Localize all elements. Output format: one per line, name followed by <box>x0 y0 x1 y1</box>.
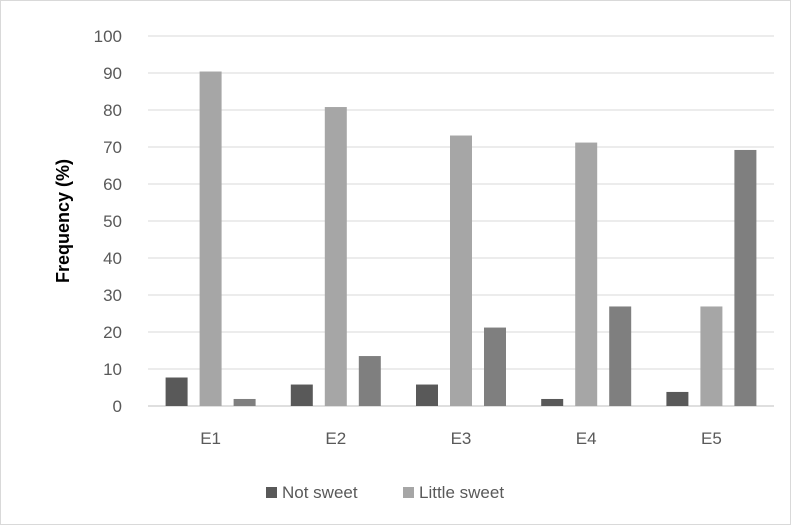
bar-e1-series-2 <box>199 71 222 407</box>
y-axis-title: Frequency (%) <box>53 159 73 283</box>
x-tick-label: E4 <box>576 429 597 448</box>
y-tick-label: 30 <box>103 286 122 305</box>
legend-swatch <box>266 487 277 498</box>
y-axis-tick-labels: 0 10 20 30 40 50 60 70 80 90 100 <box>94 27 122 416</box>
legend: Not sweet Little sweet <box>266 483 504 502</box>
bar-e1-series-1 <box>165 377 188 406</box>
y-tick-label: 70 <box>103 138 122 157</box>
legend-label: Little sweet <box>419 483 504 502</box>
x-tick-label: E3 <box>451 429 472 448</box>
legend-swatch <box>403 487 414 498</box>
x-tick-label: E5 <box>701 429 722 448</box>
legend-label: Not sweet <box>282 483 358 502</box>
bar-e1-series-3 <box>233 398 256 406</box>
y-tick-label: 20 <box>103 323 122 342</box>
y-tick-label: 80 <box>103 101 122 120</box>
y-tick-label: 90 <box>103 64 122 83</box>
bar-e5-series-3 <box>734 149 757 406</box>
y-tick-label: 60 <box>103 175 122 194</box>
bar-e5-series-1 <box>666 391 689 406</box>
y-tick-label: 10 <box>103 360 122 379</box>
y-tick-label: 50 <box>103 212 122 231</box>
x-tick-label: E2 <box>325 429 346 448</box>
bar-e5-series-2 <box>700 306 723 406</box>
bar-e3-series-3 <box>484 327 506 406</box>
bar-e4-series-3 <box>609 306 632 406</box>
bar-e2-series-1 <box>290 384 313 406</box>
x-tick-label: E1 <box>200 429 221 448</box>
x-axis-tick-labels: E1 E2 E3 E4 E5 <box>200 429 722 448</box>
bars <box>165 71 757 407</box>
y-tick-label: 40 <box>103 249 122 268</box>
y-tick-label: 100 <box>94 27 122 46</box>
bar-e3-series-2 <box>450 135 472 406</box>
bar-e3-series-1 <box>416 384 438 406</box>
bar-e2-series-3 <box>358 356 381 406</box>
bar-e2-series-2 <box>324 107 347 406</box>
bar-e4-series-2 <box>575 142 598 406</box>
bar-e4-series-1 <box>541 398 564 406</box>
y-tick-label: 0 <box>113 397 122 416</box>
